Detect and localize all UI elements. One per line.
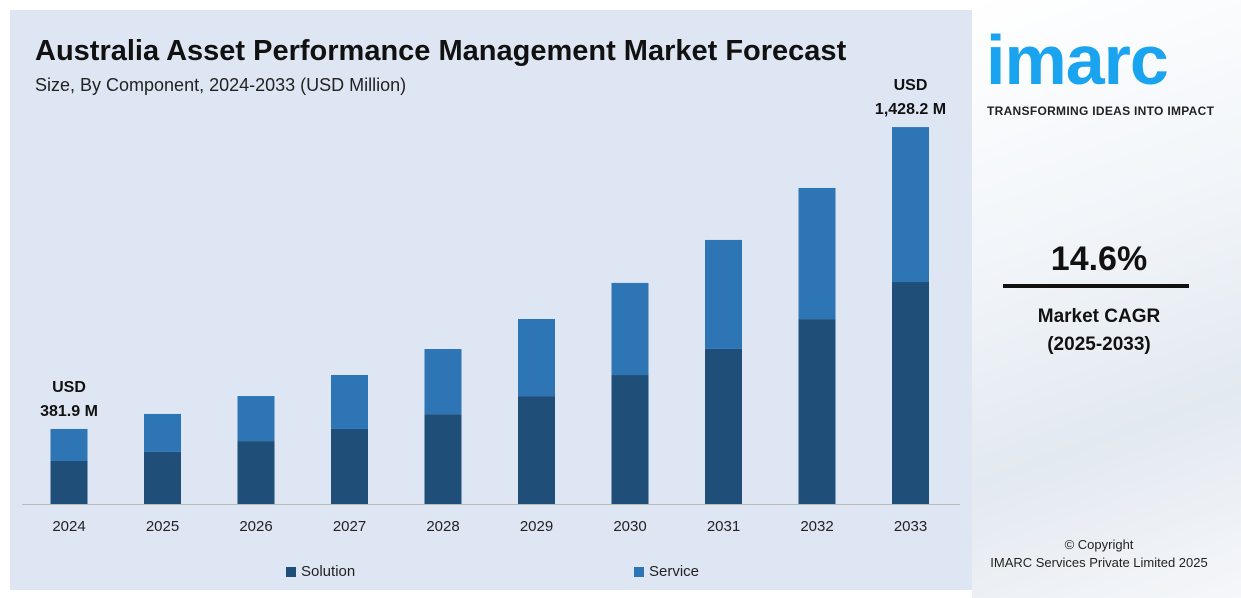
- total-label: 381.9 M: [40, 403, 98, 420]
- bar-solution: [50, 460, 88, 504]
- legend-swatch: [634, 566, 644, 577]
- bar-service: [798, 187, 836, 320]
- bar-service: [518, 318, 555, 397]
- total-label: 1,428.2 M: [875, 101, 946, 118]
- divider: [1003, 284, 1189, 288]
- x-tick-label: 2027: [333, 518, 366, 535]
- chart-panel: Australia Asset Performance Management M…: [10, 10, 972, 590]
- x-tick-label: 2031: [707, 518, 740, 535]
- side-panel: imarc TRANSFORMING IDEAS INTO IMPACT 14.…: [972, 0, 1241, 598]
- x-tick-label: 2025: [146, 518, 179, 535]
- bar-solution: [611, 375, 649, 504]
- bar-solution: [144, 451, 181, 504]
- bar-service: [705, 239, 742, 349]
- imarc-logo: imarc: [986, 21, 1169, 99]
- x-tick-label: 2032: [800, 518, 833, 535]
- bar-service: [611, 282, 649, 376]
- cagr-label: Market CAGR (2025-2033): [972, 303, 1226, 359]
- x-tick-label: 2026: [239, 518, 272, 535]
- legend-label: Service: [649, 563, 700, 580]
- chart-subtitle: Size, By Component, 2024-2033 (USD Milli…: [35, 75, 407, 95]
- total-label: USD: [52, 379, 86, 396]
- copyright: © Copyright IMARC Services Private Limite…: [972, 536, 1226, 572]
- tagline: TRANSFORMING IDEAS INTO IMPACT: [987, 104, 1215, 118]
- bar-solution: [331, 428, 368, 504]
- cagr-period: (2025-2033): [1047, 334, 1151, 355]
- x-tick-label: 2024: [52, 518, 85, 535]
- cagr-value: 14.6%: [1050, 240, 1148, 278]
- cagr-label-text: Market CAGR: [1037, 306, 1161, 327]
- chart-title: Australia Asset Performance Management M…: [35, 35, 847, 67]
- bar-service: [144, 413, 181, 452]
- legend-swatch: [286, 566, 296, 577]
- bar-chart: 2024 USD 381.9 M 2025 2026 2027 2028 2029 2030 20…: [22, 77, 960, 535]
- bar-service: [237, 396, 275, 442]
- x-tick-label: 2033: [894, 518, 927, 535]
- bar-solution: [705, 348, 742, 504]
- copyright-line: © Copyright: [1064, 537, 1134, 552]
- legend-solution: Solution: [286, 563, 355, 580]
- x-tick-label: 2030: [613, 518, 646, 535]
- legend-label: Solution: [301, 563, 356, 580]
- bar-solution: [518, 396, 555, 504]
- copyright-owner: IMARC Services Private Limited 2025: [990, 555, 1208, 570]
- legend-service: Service: [634, 563, 699, 580]
- total-label: USD: [894, 77, 928, 94]
- bar-solution: [892, 282, 929, 504]
- x-tick-label: 2028: [426, 518, 459, 535]
- x-tick-label: 2029: [520, 518, 553, 535]
- bar-service: [892, 127, 929, 283]
- bar-solution: [798, 319, 836, 504]
- bar-service: [50, 428, 88, 461]
- bar-solution: [424, 414, 462, 504]
- bar-solution: [237, 441, 275, 504]
- bar-service: [424, 349, 462, 415]
- bar-service: [331, 374, 368, 429]
